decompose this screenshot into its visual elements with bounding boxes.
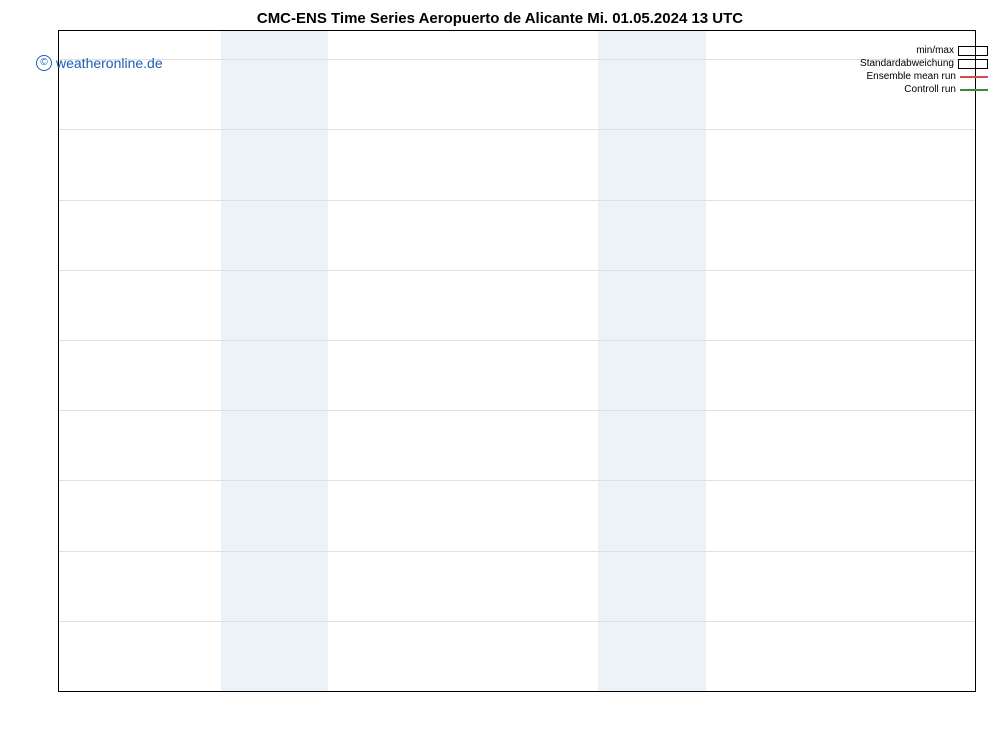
legend-item: Controll run [860, 83, 988, 96]
xtick-mark [490, 691, 491, 692]
xtick-mark [813, 691, 814, 692]
ytick-mark [58, 270, 59, 271]
gridline [59, 410, 975, 411]
gridline [59, 200, 975, 201]
legend-label: min/max [916, 45, 954, 56]
xtick-mark [113, 691, 114, 692]
xtick-mark [706, 691, 707, 692]
xtick-mark [436, 691, 437, 692]
legend-swatch [960, 76, 988, 78]
ytick-mark [58, 200, 59, 201]
ytick-mark [58, 410, 59, 411]
ytick-mark [58, 129, 59, 130]
xtick-mark [59, 691, 60, 692]
watermark-text: weatheronline.de [56, 55, 163, 71]
plot-area: 05101520253035404503.0505.0507.0509.0511… [58, 30, 976, 692]
ytick-mark [58, 691, 59, 692]
ytick-mark [58, 480, 59, 481]
xtick-mark [167, 691, 168, 692]
watermark: © weatheronline.de [36, 55, 163, 71]
legend-item: Standardabweichung [860, 57, 988, 70]
gridline [59, 129, 975, 130]
ytick-mark [58, 621, 59, 622]
xtick-mark [975, 691, 976, 692]
xtick-mark [544, 691, 545, 692]
legend-label: Standardabweichung [860, 58, 954, 69]
chart-title: CMC-ENS Time Series Aeropuerto de Alican… [0, 10, 1000, 27]
legend-label: Ensemble mean run [867, 71, 957, 82]
xtick-mark [382, 691, 383, 692]
ytick-mark [58, 551, 59, 552]
gridline [59, 621, 975, 622]
gridline [59, 340, 975, 341]
legend-swatch [960, 89, 988, 91]
legend-swatch [958, 59, 988, 69]
xtick-mark [652, 691, 653, 692]
legend-item: Ensemble mean run [860, 70, 988, 83]
copyright-icon: © [36, 55, 52, 71]
xtick-mark [275, 691, 276, 692]
gridline [59, 270, 975, 271]
xtick-mark [867, 691, 868, 692]
xtick-mark [759, 691, 760, 692]
gridline [59, 480, 975, 481]
xtick-mark [221, 691, 222, 692]
legend: min/max Standardabweichung Ensemble mean r… [860, 44, 988, 96]
ytick-mark [58, 340, 59, 341]
xtick-mark [921, 691, 922, 692]
legend-label: Controll run [904, 84, 956, 95]
xtick-mark [328, 691, 329, 692]
gridline [59, 59, 975, 60]
gridline [59, 551, 975, 552]
legend-item: min/max [860, 44, 988, 57]
legend-swatch [958, 46, 988, 56]
xtick-mark [598, 691, 599, 692]
